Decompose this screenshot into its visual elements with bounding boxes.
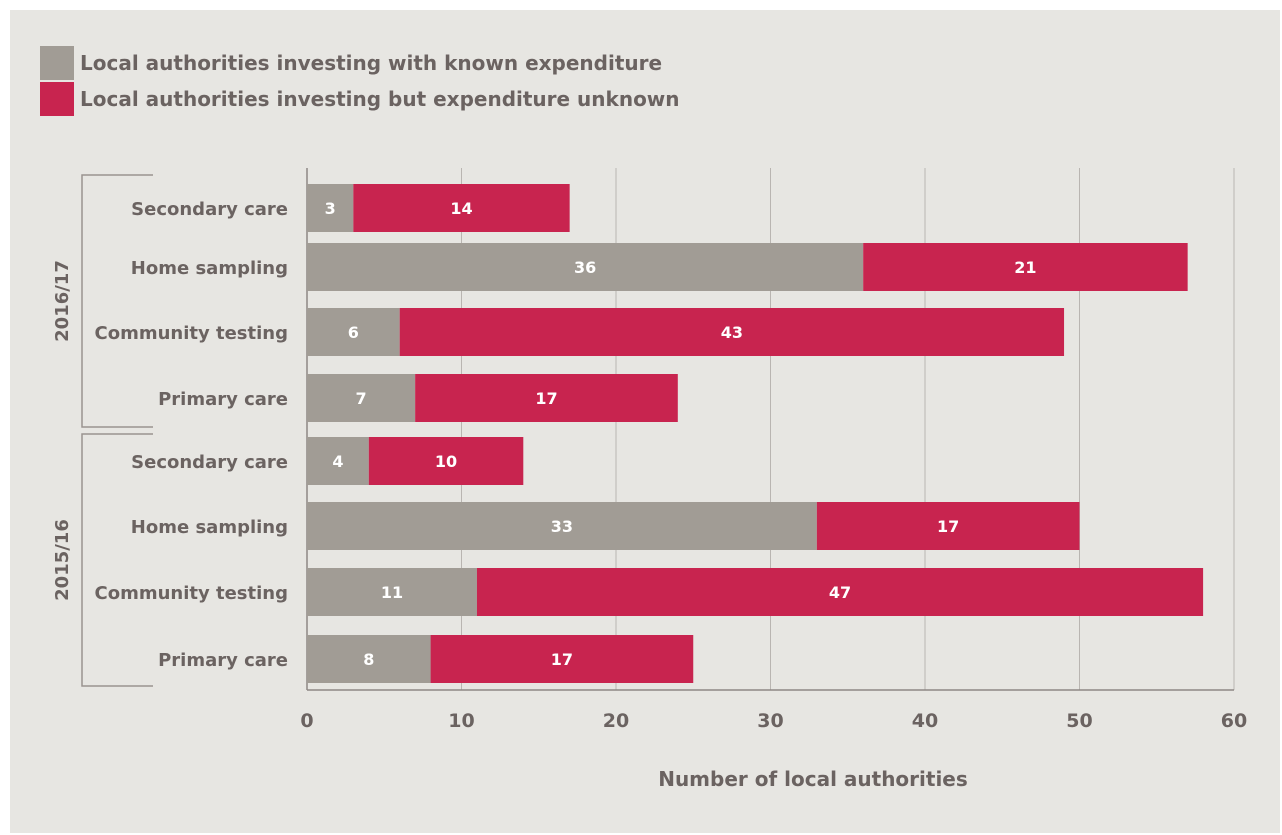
legend-item-unknown: Local authorities investing but expendit…: [40, 82, 680, 116]
data-label-2015-16-home-sampling-unknown: 17: [937, 517, 959, 536]
data-label-2016-17-secondary-care-known: 3: [325, 199, 336, 218]
data-label-2015-16-secondary-care-known: 4: [332, 452, 343, 471]
x-tick-label-40: 40: [912, 710, 938, 732]
data-label-2015-16-primary-care-known: 8: [363, 650, 374, 669]
bar-2015-16-community-testing-known: [307, 568, 477, 616]
group-label-2016-17: 2016/17: [52, 260, 73, 342]
bars: [307, 184, 1204, 683]
bar-2016-17-home-sampling-unknown: [863, 243, 1188, 291]
group-label-2015-16: 2015/16: [52, 519, 73, 601]
group-bracket-2015-16: [81, 433, 153, 687]
bar-2015-16-primary-care-known: [307, 635, 431, 683]
category-label-2016-17-secondary-care: Secondary care: [131, 199, 288, 220]
data-label-2015-16-secondary-care-unknown: 10: [435, 452, 457, 471]
data-label-2015-16-home-sampling-known: 33: [551, 517, 573, 536]
bar-2016-17-primary-care-known: [307, 374, 416, 422]
data-label-2016-17-primary-care-unknown: 17: [535, 389, 557, 408]
data-label-2016-17-secondary-care-unknown: 14: [450, 199, 472, 218]
x-axis-title: Number of local authorities: [658, 767, 968, 791]
legend-swatch-known: [40, 46, 74, 80]
bar-2015-16-secondary-care-unknown: [368, 437, 524, 485]
category-label-2015-16-home-sampling: Home sampling: [131, 517, 288, 538]
category-label-2016-17-community-testing: Community testing: [95, 323, 289, 344]
bar-2015-16-secondary-care-known: [307, 437, 369, 485]
category-label-2015-16-primary-care: Primary care: [158, 650, 288, 671]
category-label-2016-17-home-sampling: Home sampling: [131, 258, 288, 279]
bar-2015-16-home-sampling-unknown: [816, 502, 1080, 550]
x-tick-label-20: 20: [603, 710, 629, 732]
x-tick-label-30: 30: [757, 710, 783, 732]
x-tick-label-50: 50: [1066, 710, 1092, 732]
data-label-2015-16-community-testing-known: 11: [381, 583, 403, 602]
bar-2016-17-community-testing-known: [307, 308, 400, 356]
category-label-2015-16-secondary-care: Secondary care: [131, 452, 288, 473]
bar-2016-17-secondary-care-unknown: [353, 184, 570, 232]
bar-2016-17-community-testing-unknown: [399, 308, 1065, 356]
legend-label-known: Local authorities investing with known e…: [80, 51, 663, 75]
x-tick-label-60: 60: [1221, 710, 1247, 732]
category-label-2015-16-community-testing: Community testing: [95, 583, 289, 604]
legend-item-known: Local authorities investing with known e…: [40, 46, 662, 80]
bar-2016-17-primary-care-unknown: [415, 374, 678, 422]
data-label-2015-16-primary-care-unknown: 17: [551, 650, 573, 669]
x-tick-label-10: 10: [448, 710, 474, 732]
data-label-2016-17-home-sampling-known: 36: [574, 258, 596, 277]
bar-2016-17-secondary-care-known: [307, 184, 354, 232]
bar-2015-16-primary-care-unknown: [430, 635, 694, 683]
legend-label-unknown: Local authorities investing but expendit…: [80, 87, 680, 111]
data-label-2016-17-home-sampling-unknown: 21: [1014, 258, 1036, 277]
data-label-2016-17-primary-care-known: 7: [356, 389, 367, 408]
data-label-2016-17-community-testing-unknown: 43: [721, 323, 743, 342]
data-label-2015-16-community-testing-unknown: 47: [829, 583, 851, 602]
bar-2015-16-community-testing-unknown: [476, 568, 1204, 616]
x-tick-label-0: 0: [300, 710, 313, 732]
legend-swatch-unknown: [40, 82, 74, 116]
bar-2016-17-home-sampling-known: [307, 243, 864, 291]
group-bracket-2016-17: [81, 174, 153, 428]
bar-2015-16-home-sampling-known: [307, 502, 817, 550]
data-label-2016-17-community-testing-known: 6: [348, 323, 359, 342]
labels: 0 10 20 30 40 50 60 3 14 Secondary care 36 21 Home s…: [52, 199, 1247, 732]
category-label-2016-17-primary-care: Primary care: [158, 389, 288, 410]
